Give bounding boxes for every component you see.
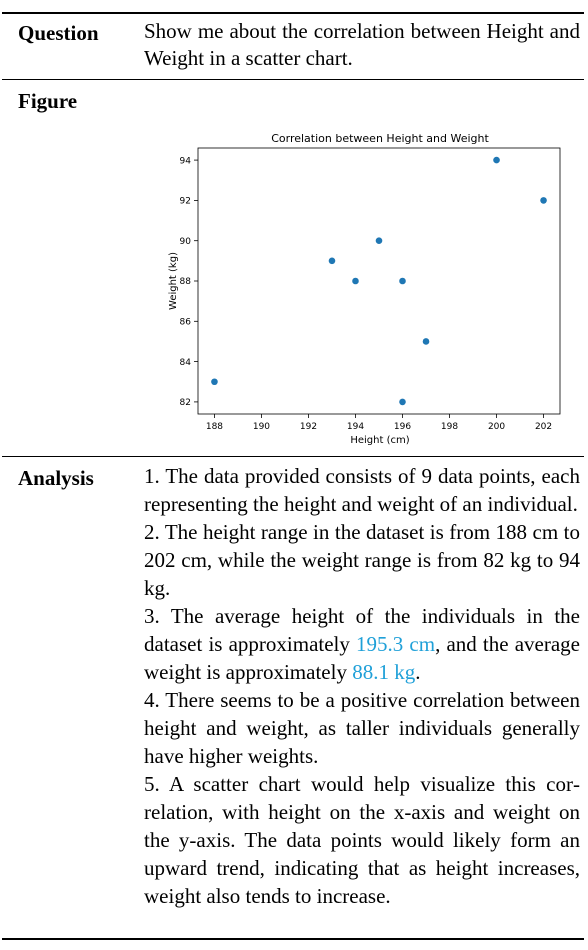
data-point: [352, 277, 359, 285]
y-tick-label: 82: [180, 398, 191, 408]
data-point: [399, 277, 406, 285]
question-label: Question: [18, 21, 99, 45]
data-point: [540, 197, 547, 204]
figure-divider: [2, 456, 584, 457]
x-tick-label: 196: [394, 422, 411, 432]
y-tick-label: 84: [180, 358, 192, 368]
x-tick-label: 194: [347, 422, 364, 432]
x-tick-label: 200: [488, 422, 505, 432]
analysis-label: Analysis: [18, 466, 94, 490]
data-point: [422, 338, 430, 345]
chart-title: Correlation between Height and Weight: [271, 132, 489, 145]
y-tick-label: 86: [180, 318, 192, 328]
x-tick-label: 202: [535, 422, 552, 432]
figure-label: Figure: [18, 89, 78, 113]
x-tick-label: 198: [441, 422, 458, 432]
y-tick-label: 92: [180, 197, 191, 207]
data-point: [399, 398, 406, 406]
question-divider: [2, 79, 584, 80]
y-axis-label: Weight (kg): [168, 252, 179, 310]
bottom-rule: [2, 938, 584, 940]
plot-layer: 188 190 192 194 196 198 200 202 82 84 86 88 90 92 94: [180, 156, 553, 432]
x-axis-label: Height (cm): [350, 435, 409, 446]
question-text: Show me about the correlation between He…: [144, 19, 580, 70]
analysis-item-text: .: [415, 660, 421, 684]
plot-frame: [197, 147, 561, 415]
x-tick-label: 188: [206, 422, 223, 432]
analysis-item-text: , and the aver­age weight is approximate…: [144, 632, 580, 684]
data-point: [211, 378, 218, 386]
analysis-item: 2. The height range in the dataset is fr…: [144, 520, 580, 600]
data-point: [375, 237, 383, 244]
top-rule: [2, 12, 584, 14]
analysis-item: 1. The data provided consists of 9 data …: [144, 464, 580, 516]
x-tick-label: 190: [253, 422, 270, 432]
analysis-item-text: 3. The average height of the individuals…: [144, 604, 580, 656]
analysis-item: 5. A scatter chart would help visualize …: [144, 772, 580, 908]
analysis-item: 4. There seems to be a positive correlat…: [144, 688, 580, 768]
y-tick-label: 94: [180, 156, 192, 166]
y-tick-label: 88: [180, 277, 192, 287]
data-point: [493, 156, 500, 164]
analysis-text: 1. The data provided consists of 9 data …: [144, 462, 580, 910]
x-tick-label: 192: [300, 422, 317, 432]
data-point: [328, 257, 336, 265]
analysis-item: 3. The average height of the individuals…: [144, 602, 580, 686]
average-weight-highlight: 88.1 kg: [352, 660, 416, 684]
average-height-highlight: 195.3 cm: [356, 632, 436, 656]
y-tick-label: 90: [180, 237, 192, 247]
scatter-chart: 188 190 192 194 196 198 200 202 82 84 86 88 90 92 94 C…: [168, 132, 561, 446]
